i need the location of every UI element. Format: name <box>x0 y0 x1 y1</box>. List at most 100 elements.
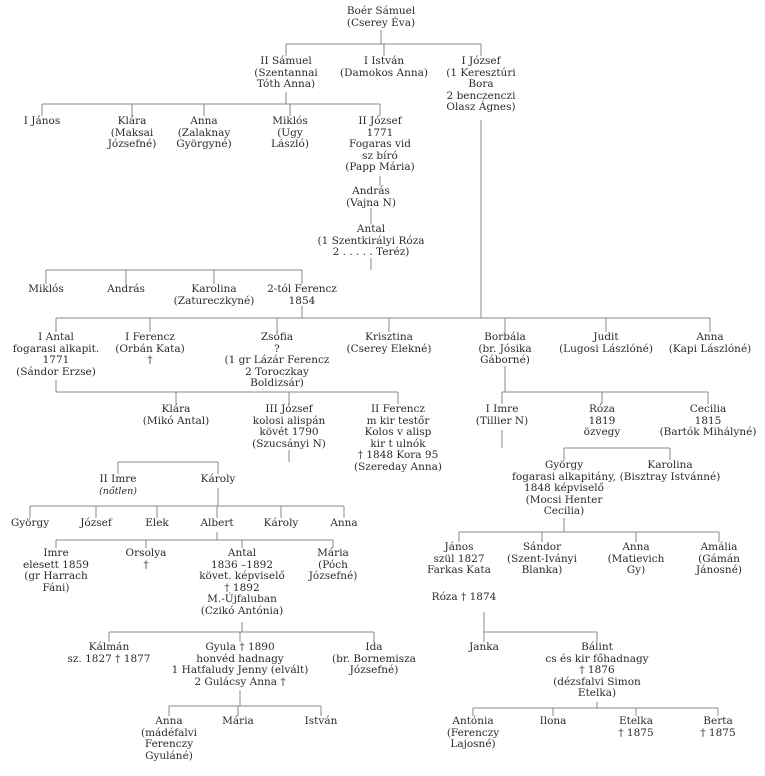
person-text-line: 1836 –1892 <box>210 558 274 571</box>
person-text-line: (nőtlen) <box>99 485 137 497</box>
person-text-line: Antónia <box>452 715 494 727</box>
person-janka: Janka <box>469 641 499 654</box>
person-text-line: (Damokos Anna) <box>340 66 428 79</box>
person-text-line: Janka <box>469 641 499 653</box>
person-text-line: (Mocsi Henter <box>525 493 603 506</box>
person-text-line: Lajosné) <box>450 738 496 750</box>
person-text-line: (Maksai <box>110 126 154 139</box>
person-janos2: János szül 1827 Farkas Kata <box>427 541 491 577</box>
person-text-line: Sándor <box>522 541 562 553</box>
person-text-line: Bálint <box>581 641 613 653</box>
person-andras1: András (Vajna N) <box>346 185 396 209</box>
person-text-line: 1771 <box>42 354 70 366</box>
person-text-line: Karolina <box>191 283 237 295</box>
person-text-line: Boldizsár) <box>250 377 304 389</box>
person-cecilia1: Cecilia 1815 (Bartók Mihályné) <box>660 403 757 439</box>
person-text-line: (br. Jósika <box>478 342 532 355</box>
person-text-line: György <box>544 459 584 471</box>
person-text-line: (Bisztray Istvánné) <box>619 470 721 483</box>
person-text-line: Olasz Ágnes) <box>446 101 516 113</box>
person-text-line: Miklós <box>28 283 64 295</box>
person-balint: Bálint cs és kir főhadnagy † 1876 (dézsfalv… <box>545 641 648 700</box>
person-elek: Elek <box>145 517 169 530</box>
person-text-line: I János <box>23 115 61 127</box>
person-text-line: (Szentannai <box>254 66 318 79</box>
person-text-line: II Ferencz <box>371 403 425 415</box>
person-text-line: Blanka) <box>521 564 563 576</box>
person-borbala: Borbála (br. Jósika Gáborné) <box>478 331 532 367</box>
person-text-line: (Szucsányi N) <box>252 437 326 450</box>
person-text-line: kövét 1790 <box>259 426 319 438</box>
person-text-line: István <box>304 715 338 727</box>
person-text-line: László) <box>271 138 309 150</box>
person-roza1: Róza 1819 özvegy <box>584 403 621 439</box>
person-judit: Judit (Lugosi Lászlóné) <box>559 331 653 355</box>
person-text-line: (Zatureczkyné) <box>173 294 255 307</box>
person-text-line: (Lugosi Lászlóné) <box>559 342 653 355</box>
person-text-line: (1 gr Lázár Ferencz <box>224 354 330 366</box>
person-klara1: Klára (Maksai Józsefné) <box>107 115 157 151</box>
person-text-line: (Zalaknay <box>177 126 231 139</box>
person-text-line: Józsefné) <box>308 570 358 582</box>
person-antal-i: I Antal fogarasi alkapit. 1771 (Sándor Erzs… <box>13 331 99 378</box>
person-text-line: (Czikó Antónia) <box>200 604 284 617</box>
person-text-line: I Ferencz <box>125 331 175 343</box>
person-text-line: Kolos v alisp <box>364 426 432 438</box>
person-krisztina: Krisztina (Cserey Elekné) <box>347 331 432 355</box>
person-text-line: Anna <box>190 115 218 127</box>
person-amalia: Amália (Gámán Jánosné) <box>696 541 742 577</box>
person-text-line: Farkas Kata <box>427 564 491 576</box>
person-text-line: Károly <box>200 473 236 485</box>
person-istvan2: István <box>304 715 338 728</box>
person-text-line: Tóth Anna) <box>256 78 316 90</box>
person-text-line: Antal <box>227 547 257 559</box>
person-anna4: Anna (mádéfalvi Ferenczy Gyuláné) <box>140 715 198 762</box>
person-jozsef3: III József kolosi alispán kövét 1790 (Szucs… <box>252 403 326 450</box>
person-ferencz-2tol: 2-tól Ferencz 1854 <box>267 283 337 307</box>
person-berta: Berta † 1875 <box>700 715 735 739</box>
person-text-line: Cecilia <box>689 403 727 415</box>
person-text-line: I József <box>461 55 501 67</box>
person-text-line: Bora <box>468 78 494 90</box>
person-ilona: Ilona <box>540 715 567 728</box>
person-text-line: Imre <box>43 547 69 559</box>
person-text-line: Albert <box>200 517 234 529</box>
person-text-line: András <box>107 283 145 295</box>
person-text-line: (gr Harrach <box>24 570 88 582</box>
person-text-line: (Póch <box>318 558 348 571</box>
person-text-line: Gyula † 1890 <box>205 641 275 653</box>
person-text-line: András <box>352 185 390 197</box>
person-text-line: Józsefné) <box>107 138 157 150</box>
person-text-line: Boér Sámuel <box>346 5 416 17</box>
person-text-line: † 1875 <box>618 726 654 739</box>
person-text-line: m kir testőr <box>366 414 430 427</box>
person-text-line: 2 Gulácsy Anna † <box>194 675 286 688</box>
person-text-line: Károly <box>263 517 299 529</box>
person-text-line: Berta <box>703 715 733 727</box>
person-text-line: (mádéfalvi <box>140 726 198 739</box>
person-text-line: Miklós <box>272 115 308 127</box>
person-anna2: Anna <box>330 517 357 530</box>
person-karolina2: Karolina (Bisztray Istvánné) <box>619 459 721 483</box>
person-text-line: (Papp Mária) <box>345 161 415 173</box>
person-miklos2: Miklós <box>28 283 64 296</box>
person-antonia: Antónia (Ferenczy Lajosné) <box>447 715 499 751</box>
person-imre3: Imre elesett 1859 (gr Harrach Fáni) <box>23 547 89 594</box>
person-text-line: † 1892 <box>224 581 260 594</box>
person-text-line: M.-Újfaluban <box>207 593 277 605</box>
person-text-line: Krisztina <box>365 331 413 343</box>
person-text-line: Etelka <box>618 715 654 727</box>
person-zsofia: Zsófia? (1 gr Lázár Ferencz 2 Toroczkay Bol… <box>224 331 330 390</box>
person-klara2: Klára (Mikó Antal) <box>143 403 210 427</box>
person-text-line: (Vajna N) <box>346 196 396 209</box>
person-text-line: (1 Keresztúri <box>446 66 516 79</box>
person-text-line: sz. 1827 † 1877 <box>67 652 151 665</box>
person-text-line: követ. képviselő <box>199 570 285 582</box>
person-text-line: (1 Szentkirályi Róza <box>317 234 425 247</box>
person-andras2: András <box>107 283 145 296</box>
person-text-line: kir t ulnók <box>370 437 426 450</box>
person-roza2: Róza † 1874 <box>432 591 497 604</box>
person-text-line: I Imre <box>485 403 519 415</box>
person-text-line: (Orbán Kata) <box>115 342 185 355</box>
person-text-line: Antal <box>356 223 386 235</box>
